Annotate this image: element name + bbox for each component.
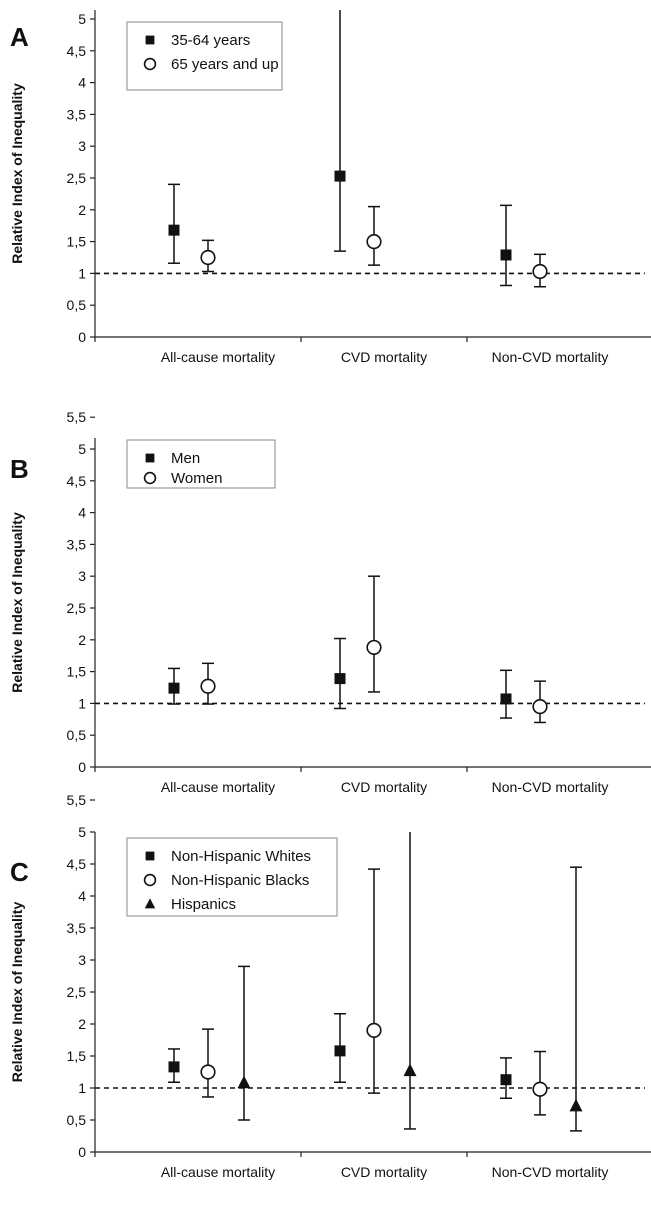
- y-tick-label: 1: [78, 265, 86, 281]
- legend: Non-Hispanic Whites Non-Hispanic Blacks Hi…: [126, 837, 338, 917]
- y-tick-label: 5,5: [67, 409, 87, 425]
- data-point-circle: [532, 263, 548, 280]
- x-tick-label: All-cause mortality: [161, 779, 275, 795]
- data-point-square: [500, 249, 512, 261]
- data-point-triangle: [569, 1098, 583, 1112]
- data-point-square: [334, 170, 346, 182]
- chart-panel-c: C 0 0,5 1 1,5 2 2,5 3 3,5 4 4,5 5 5,5 Relative Index …: [9, 792, 651, 1180]
- y-tick-label: 5: [78, 11, 86, 27]
- data-point-circle: [366, 639, 382, 656]
- legend-label: Hispanics: [171, 896, 236, 913]
- y-tick-label: 0,5: [67, 1112, 87, 1128]
- data-point-circle: [532, 1081, 548, 1097]
- x-tick-label: CVD mortality: [341, 1164, 427, 1180]
- x-tick-label: Non-CVD mortality: [492, 779, 609, 795]
- data-point-circle: [366, 1022, 382, 1039]
- y-tick-label: 5: [78, 441, 86, 457]
- data-point-circle: [532, 698, 548, 715]
- x-tick-label: Non-CVD mortality: [492, 1164, 609, 1180]
- legend-marker-circle: [143, 57, 157, 71]
- legend-label: Non-Hispanic Whites: [171, 848, 311, 865]
- y-tick-label: 0: [78, 1144, 86, 1160]
- y-tick-label: 3: [78, 952, 86, 968]
- data-point-circle: [200, 1064, 216, 1080]
- y-tick-label: 4: [78, 888, 86, 904]
- x-tick-label: CVD mortality: [341, 779, 427, 795]
- y-tick-label: 1: [78, 695, 86, 711]
- data-point-triangle: [403, 1063, 417, 1077]
- y-tick-label: 0: [78, 759, 86, 775]
- y-axis-title: Relative Index of Inequality: [9, 512, 25, 693]
- legend-marker-square: [145, 851, 155, 861]
- panel-label: C: [10, 857, 29, 887]
- data-point-square: [334, 1045, 346, 1057]
- legend-marker-circle: [143, 471, 157, 485]
- legend-marker-triangle: [144, 898, 156, 909]
- y-tick-label: 4: [78, 505, 86, 521]
- y-tick-label: 1,5: [67, 664, 87, 680]
- data-point-square: [168, 224, 180, 236]
- y-tick-label: 2,5: [67, 170, 87, 186]
- panel-label: B: [10, 454, 29, 484]
- y-tick-label: 2: [78, 632, 86, 648]
- data-point-square: [334, 673, 346, 685]
- y-axis-title: Relative Index of Inequality: [9, 83, 25, 264]
- y-tick-label: 4,5: [67, 43, 87, 59]
- x-tick-label: CVD mortality: [341, 349, 427, 365]
- x-tick-label: All-cause mortality: [161, 1164, 275, 1180]
- legend: Men Women: [126, 439, 276, 489]
- data-point-square: [168, 1061, 180, 1073]
- y-tick-label: 5: [78, 824, 86, 840]
- y-tick-label: 2,5: [67, 600, 87, 616]
- y-tick-label: 2: [78, 202, 86, 218]
- data-point-circle: [200, 678, 216, 694]
- legend-marker-square: [145, 35, 155, 45]
- y-tick-label: 0: [78, 329, 86, 345]
- data-point-square: [168, 682, 180, 694]
- y-tick-label: 1,5: [67, 234, 87, 250]
- y-tick-label: 1,5: [67, 1048, 87, 1064]
- legend-label: 65 years and up: [171, 56, 279, 73]
- data-point-square: [500, 693, 512, 705]
- legend-label: Women: [171, 470, 222, 487]
- x-tick-label: Non-CVD mortality: [492, 349, 609, 365]
- legend: 35-64 years 65 years and up: [126, 21, 283, 91]
- data-point-circle: [366, 234, 382, 250]
- y-tick-label: 4: [78, 75, 86, 91]
- y-tick-label: 3: [78, 138, 86, 154]
- panel-label: A: [10, 22, 29, 52]
- legend-box: [126, 21, 283, 91]
- y-tick-label: 3,5: [67, 536, 87, 552]
- y-axis-title: Relative Index of Inequality: [9, 902, 25, 1083]
- chart-panel-b: B 0 0,5 1 1,5 2 2,5 3 3,5 4 4,5 5 5,5 Relative Index …: [9, 409, 651, 795]
- legend-box: [126, 837, 338, 917]
- y-tick-label: 3,5: [67, 106, 87, 122]
- y-tick-label: 1: [78, 1080, 86, 1096]
- y-tick-label: 3: [78, 568, 86, 584]
- legend-marker-square: [145, 453, 155, 463]
- legend-label: Men: [171, 450, 200, 467]
- data-point-circle: [200, 249, 216, 266]
- data-point-triangle: [237, 1075, 251, 1089]
- x-tick-label: All-cause mortality: [161, 349, 275, 365]
- legend-marker-circle: [143, 873, 157, 887]
- legend-label: 35-64 years: [171, 32, 250, 49]
- data-point-square: [500, 1074, 512, 1086]
- y-tick-label: 4,5: [67, 473, 87, 489]
- y-tick-label: 2: [78, 1016, 86, 1032]
- y-tick-label: 5,5: [67, 792, 87, 808]
- y-tick-label: 0,5: [67, 297, 87, 313]
- y-tick-label: 0,5: [67, 727, 87, 743]
- y-tick-label: 4,5: [67, 856, 87, 872]
- y-tick-label: 2,5: [67, 984, 87, 1000]
- legend-label: Non-Hispanic Blacks: [171, 872, 309, 889]
- y-tick-label: 3,5: [67, 920, 87, 936]
